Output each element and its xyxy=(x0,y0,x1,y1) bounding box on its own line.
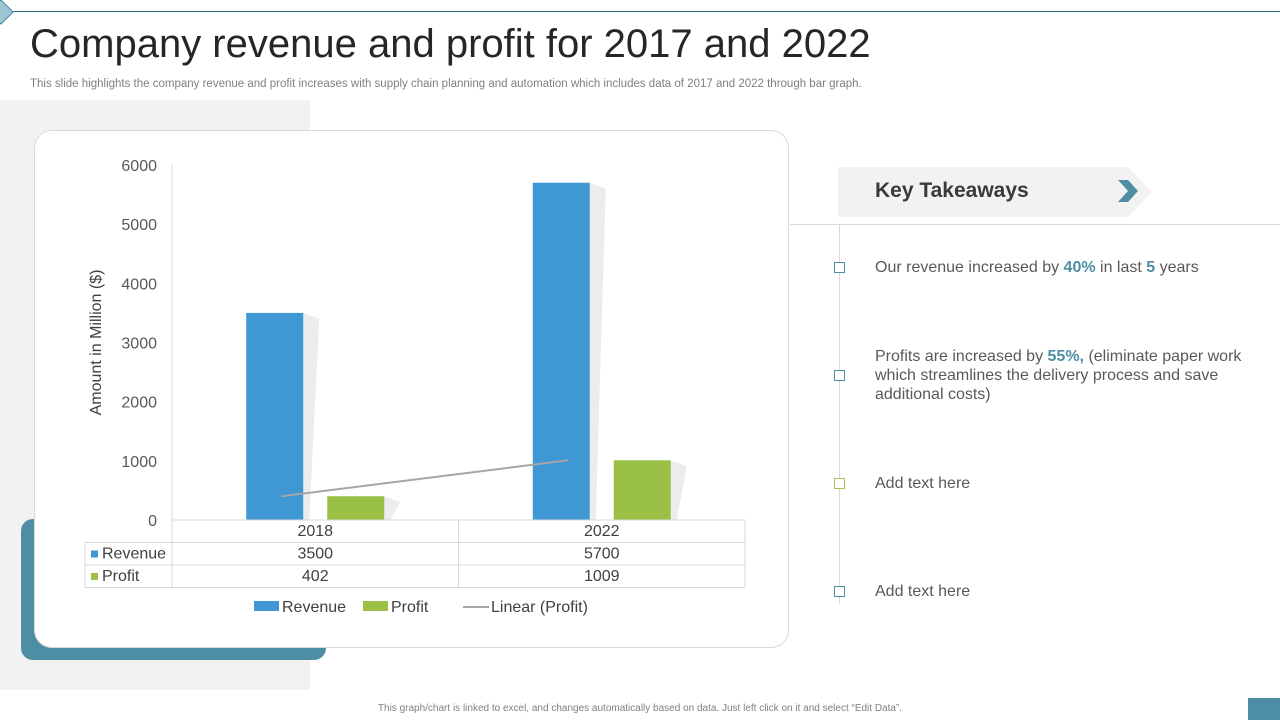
table-data-value: 5700 xyxy=(584,546,620,563)
takeaway-text: Our revenue increased by xyxy=(875,259,1064,276)
takeaway-bullet xyxy=(834,586,845,597)
takeaways-timeline xyxy=(839,224,840,604)
y-tick-label: 2000 xyxy=(121,395,157,412)
top-rule xyxy=(10,11,1280,12)
y-tick-label: 5000 xyxy=(121,217,157,234)
bar-shadow xyxy=(303,312,320,520)
table-data-value: 402 xyxy=(302,568,329,585)
x-category-label: 2018 xyxy=(297,523,333,540)
takeaway-bullet xyxy=(834,370,845,381)
x-category-label: 2022 xyxy=(584,523,620,540)
takeaway-highlight: 5 xyxy=(1146,259,1156,276)
legend-label: Revenue xyxy=(282,599,346,616)
takeaway-text: Profits are increased by xyxy=(875,348,1048,365)
takeaway-highlight: 40% xyxy=(1063,259,1096,276)
bar-shadow xyxy=(589,182,606,520)
page-title: Company revenue and profit for 2017 and … xyxy=(30,22,871,66)
revenue-profit-chart[interactable]: 0 1000 2000 3000 4000 5000 6000 Amount in Milli… xyxy=(35,131,790,649)
takeaway-text: (eliminate paper work which streamlines … xyxy=(875,348,1242,403)
corner-square-decoration xyxy=(1248,698,1280,720)
bar-shadow xyxy=(384,496,401,520)
takeaway-revenue: Our revenue increased by 40% in last 5 y… xyxy=(875,258,1265,277)
trendline-profit xyxy=(281,459,569,498)
bar-shadow xyxy=(670,460,687,520)
legend-label: Profit xyxy=(391,599,429,616)
table-series-label: Revenue xyxy=(102,546,166,563)
takeaways-divider xyxy=(790,224,1280,225)
takeaway-text: in last xyxy=(1095,259,1147,276)
chevron-right-icon xyxy=(1118,180,1138,202)
takeaway-bullet xyxy=(834,262,845,273)
table-series-key xyxy=(91,573,98,580)
bar-revenue-2018 xyxy=(246,312,304,520)
legend-swatch-revenue xyxy=(254,601,279,611)
page-subtitle: This slide highlights the company revenu… xyxy=(30,78,862,90)
legend-label: Linear (Profit) xyxy=(491,599,588,616)
bar-profit-2022 xyxy=(613,460,671,520)
y-axis-title: Amount in Million ($) xyxy=(88,270,105,416)
legend-swatch-profit xyxy=(363,601,388,611)
footer-note: This graph/chart is linked to excel, and… xyxy=(377,703,903,714)
y-tick-label: 6000 xyxy=(121,158,157,175)
table-series-key xyxy=(91,550,98,558)
table-data-value: 1009 xyxy=(584,568,620,585)
y-tick-label: 4000 xyxy=(121,276,157,293)
key-takeaways-banner xyxy=(838,167,1152,217)
takeaway-profit: Profits are increased by 55%, (eliminate… xyxy=(875,347,1265,404)
y-tick-label: 0 xyxy=(148,513,157,530)
table-series-label: Profit xyxy=(102,568,140,585)
takeaway-placeholder-1[interactable]: Add text here xyxy=(875,475,971,492)
bar-profit-2018 xyxy=(327,496,385,520)
key-takeaways-heading: Key Takeaways xyxy=(875,179,1029,202)
y-tick-label: 3000 xyxy=(121,336,157,353)
takeaway-placeholder-2[interactable]: Add text here xyxy=(875,583,971,600)
corner-diamond-decoration xyxy=(0,0,14,25)
table-data-value: 3500 xyxy=(297,546,333,563)
y-tick-label: 1000 xyxy=(121,454,157,471)
bar-revenue-2022 xyxy=(532,182,590,520)
takeaway-text: years xyxy=(1155,259,1199,276)
chart-card[interactable]: 0 1000 2000 3000 4000 5000 6000 Amount in Milli… xyxy=(34,130,789,648)
takeaway-highlight: 55%, xyxy=(1047,348,1084,365)
takeaway-bullet xyxy=(834,478,845,489)
